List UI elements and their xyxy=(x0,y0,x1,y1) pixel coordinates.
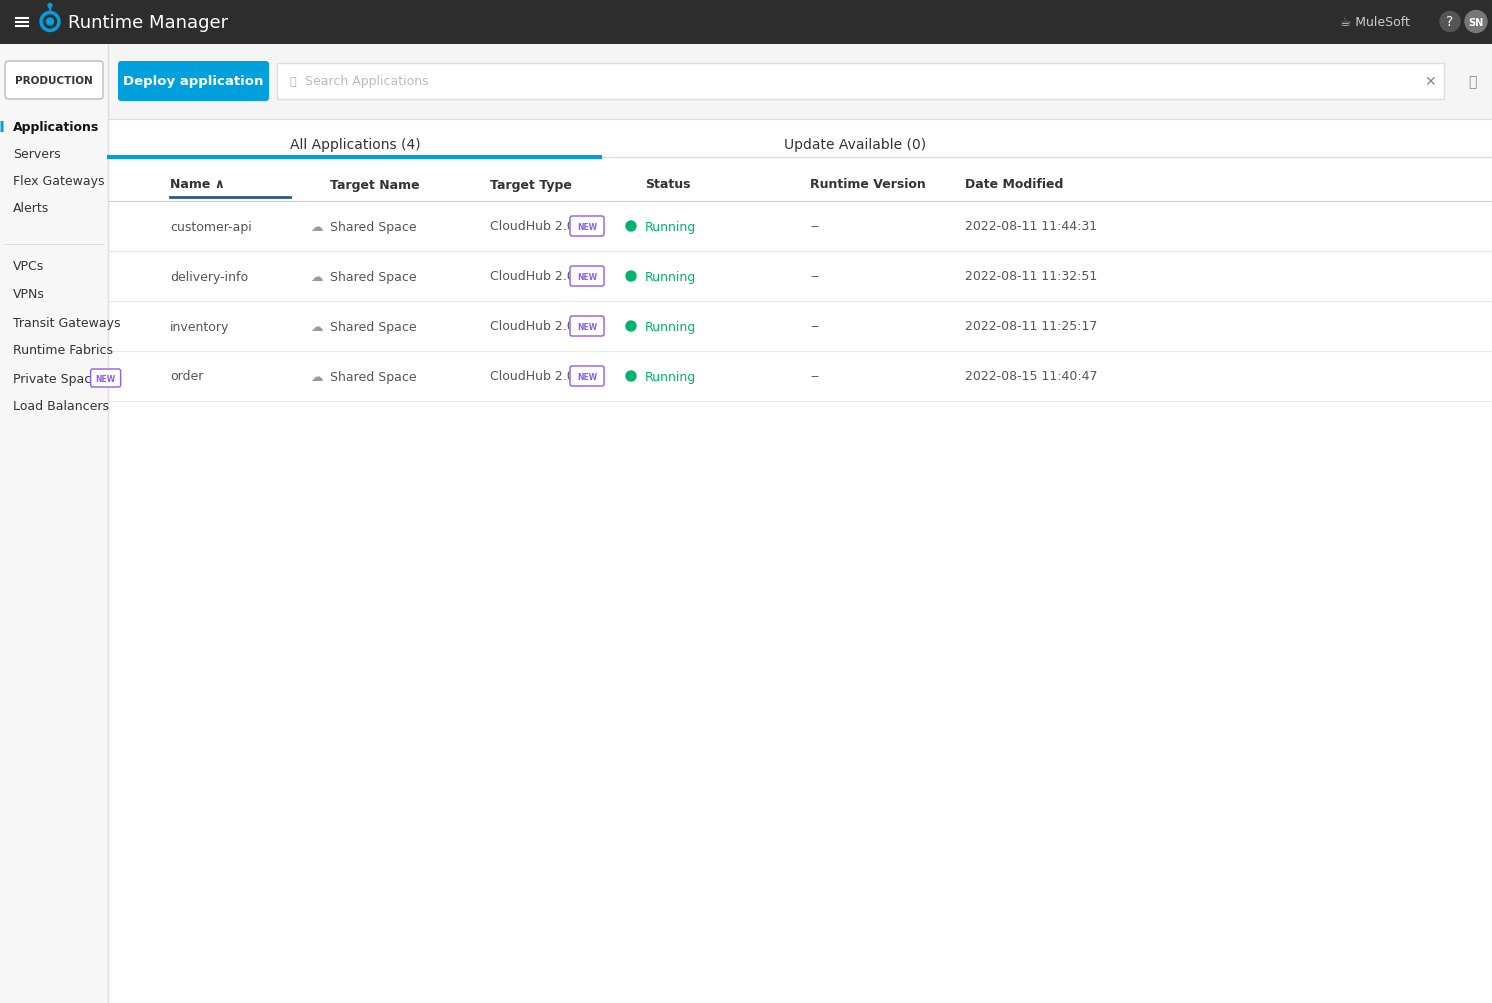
Text: Runtime Manager: Runtime Manager xyxy=(69,13,228,31)
Text: Name ∧: Name ∧ xyxy=(170,179,225,192)
Text: Shared Space: Shared Space xyxy=(330,270,416,283)
Text: VPCs: VPCs xyxy=(13,260,45,273)
Text: Transit Gateways: Transit Gateways xyxy=(13,316,121,329)
Text: ✕: ✕ xyxy=(1425,75,1435,89)
Bar xyxy=(109,45,1492,120)
Text: PRODUCTION: PRODUCTION xyxy=(15,76,93,86)
Text: VPNs: VPNs xyxy=(13,288,45,301)
Circle shape xyxy=(627,322,636,332)
Text: customer-api: customer-api xyxy=(170,221,252,234)
Text: NEW: NEW xyxy=(577,372,597,381)
Text: SN: SN xyxy=(1468,17,1483,27)
Text: CloudHub 2.0: CloudHub 2.0 xyxy=(489,370,574,383)
Text: Running: Running xyxy=(645,270,697,283)
Circle shape xyxy=(627,222,636,232)
FancyBboxPatch shape xyxy=(570,367,604,386)
Bar xyxy=(0,45,107,1003)
Text: ☁: ☁ xyxy=(310,320,322,333)
Text: Runtime Fabrics: Runtime Fabrics xyxy=(13,344,113,357)
Text: Shared Space: Shared Space xyxy=(330,370,416,383)
Text: Deploy application: Deploy application xyxy=(122,75,263,88)
Text: Flex Gateways: Flex Gateways xyxy=(13,175,104,188)
Text: --: -- xyxy=(810,370,819,383)
Text: CloudHub 2.0: CloudHub 2.0 xyxy=(489,221,574,234)
Text: ☁: ☁ xyxy=(310,221,322,234)
Text: ☁: ☁ xyxy=(310,370,322,383)
Text: 2022-08-11 11:32:51: 2022-08-11 11:32:51 xyxy=(965,270,1097,283)
Text: inventory: inventory xyxy=(170,320,230,333)
Text: NEW: NEW xyxy=(95,374,116,383)
Text: NEW: NEW xyxy=(577,223,597,232)
Circle shape xyxy=(627,272,636,282)
Text: Running: Running xyxy=(645,370,697,383)
Text: Alerts: Alerts xyxy=(13,202,49,215)
FancyBboxPatch shape xyxy=(118,62,269,102)
FancyBboxPatch shape xyxy=(570,317,604,337)
Circle shape xyxy=(48,4,52,8)
Circle shape xyxy=(40,12,60,32)
Text: Applications: Applications xyxy=(13,120,100,133)
Text: Running: Running xyxy=(645,221,697,234)
Bar xyxy=(1452,64,1492,100)
Text: CloudHub 2.0: CloudHub 2.0 xyxy=(489,320,574,333)
Text: ☕ MuleSoft: ☕ MuleSoft xyxy=(1340,16,1410,29)
Bar xyxy=(109,120,1492,1003)
Text: Servers: Servers xyxy=(13,147,61,160)
Text: 2022-08-11 11:25:17: 2022-08-11 11:25:17 xyxy=(965,320,1098,333)
Text: Search Applications: Search Applications xyxy=(304,75,428,88)
Text: Target Name: Target Name xyxy=(330,179,419,192)
Text: ?: ? xyxy=(1446,15,1453,29)
Text: Running: Running xyxy=(645,320,697,333)
Text: Load Balancers: Load Balancers xyxy=(13,400,109,413)
Text: Status: Status xyxy=(645,179,691,192)
Text: Update Available (0): Update Available (0) xyxy=(783,137,927,151)
FancyBboxPatch shape xyxy=(91,370,121,387)
Text: 2022-08-15 11:40:47: 2022-08-15 11:40:47 xyxy=(965,370,1098,383)
Text: 2022-08-11 11:44:31: 2022-08-11 11:44:31 xyxy=(965,221,1097,234)
Text: delivery-info: delivery-info xyxy=(170,270,248,283)
Text: ☁: ☁ xyxy=(310,270,322,283)
Text: NEW: NEW xyxy=(577,272,597,281)
Circle shape xyxy=(627,372,636,381)
Text: --: -- xyxy=(810,320,819,333)
Text: Date Modified: Date Modified xyxy=(965,179,1064,192)
Text: --: -- xyxy=(810,221,819,234)
Circle shape xyxy=(1440,12,1461,32)
FancyBboxPatch shape xyxy=(4,62,103,100)
Text: Runtime Version: Runtime Version xyxy=(810,179,925,192)
Text: 🔍: 🔍 xyxy=(289,77,295,87)
Text: order: order xyxy=(170,370,203,383)
Text: --: -- xyxy=(810,270,819,283)
FancyBboxPatch shape xyxy=(570,217,604,237)
Text: NEW: NEW xyxy=(577,322,597,331)
Text: Target Type: Target Type xyxy=(489,179,571,192)
FancyBboxPatch shape xyxy=(570,267,604,287)
Bar xyxy=(278,64,1444,100)
Circle shape xyxy=(1465,11,1488,33)
Circle shape xyxy=(43,16,57,29)
Text: 🔔: 🔔 xyxy=(1468,75,1476,89)
Text: Shared Space: Shared Space xyxy=(330,320,416,333)
Text: Shared Space: Shared Space xyxy=(330,221,416,234)
Text: CloudHub 2.0: CloudHub 2.0 xyxy=(489,270,574,283)
Text: All Applications (4): All Applications (4) xyxy=(289,137,421,151)
Text: Private Spaces: Private Spaces xyxy=(13,372,106,385)
Bar xyxy=(0,0,1492,45)
Circle shape xyxy=(46,19,54,26)
